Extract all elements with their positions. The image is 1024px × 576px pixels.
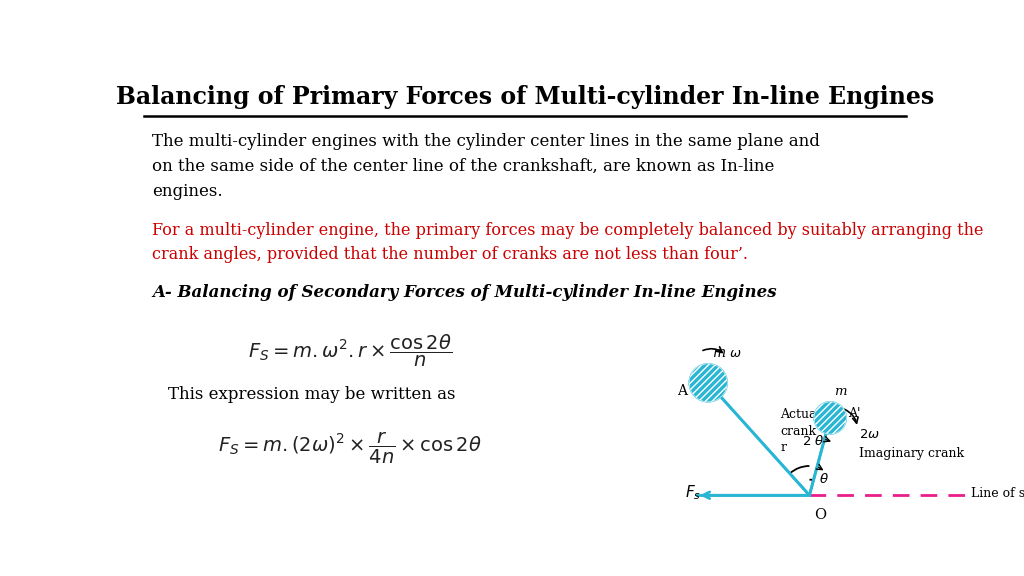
Text: A- Balancing of Secondary Forces of Multi-cylinder In-line Engines: A- Balancing of Secondary Forces of Mult… <box>152 284 776 301</box>
Text: $\omega$: $\omega$ <box>729 347 741 360</box>
Text: $2\ \theta$: $2\ \theta$ <box>802 434 824 448</box>
Text: A: A <box>677 384 687 397</box>
Text: m: m <box>712 346 725 361</box>
Text: This expression may be written as: This expression may be written as <box>168 386 456 403</box>
Text: O: O <box>814 508 826 522</box>
Text: Balancing of Primary Forces of Multi-cylinder In-line Engines: Balancing of Primary Forces of Multi-cyl… <box>116 85 934 109</box>
Circle shape <box>689 364 727 402</box>
Text: $\theta$: $\theta$ <box>819 472 829 486</box>
Circle shape <box>814 402 846 434</box>
Text: A': A' <box>848 407 860 419</box>
Text: $F_s$: $F_s$ <box>685 483 701 502</box>
Text: Line of stroke: Line of stroke <box>971 487 1024 500</box>
Text: Actual
crank
r: Actual crank r <box>780 408 821 454</box>
Text: For a multi-cylinder engine, the primary forces may be completely balanced by su: For a multi-cylinder engine, the primary… <box>152 222 983 263</box>
Text: m: m <box>835 385 847 399</box>
Text: $2\omega$: $2\omega$ <box>859 428 881 441</box>
Text: $F_S = m.(2\omega)^2 \times \dfrac{r}{4n}\times\cos 2\theta$: $F_S = m.(2\omega)^2 \times \dfrac{r}{4n… <box>218 431 482 465</box>
Text: Imaginary crank: Imaginary crank <box>859 447 965 460</box>
Text: The multi-cylinder engines with the cylinder center lines in the same plane and
: The multi-cylinder engines with the cyli… <box>152 134 819 200</box>
Text: $F_S = m.\omega^2.r\times\dfrac{\cos 2\theta}{n}$: $F_S = m.\omega^2.r\times\dfrac{\cos 2\t… <box>248 333 453 369</box>
